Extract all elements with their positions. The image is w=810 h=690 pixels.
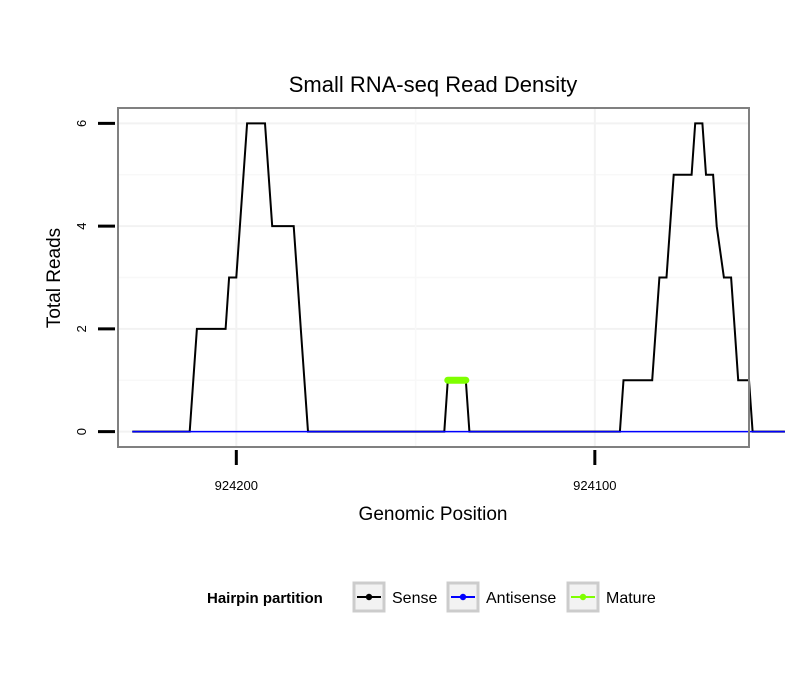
grid <box>118 108 749 447</box>
y-tick-label: 4 <box>74 223 89 230</box>
series-layer <box>132 122 785 433</box>
legend: Hairpin partition Sense Antisense Mature <box>207 581 656 613</box>
y-tick-label: 6 <box>74 120 89 127</box>
legend-key-point <box>365 593 373 601</box>
chart-title: Small RNA-seq Read Density <box>289 72 578 97</box>
legend-title: Hairpin partition <box>207 590 323 607</box>
axes: 0 2 4 6 924200 924100 <box>74 120 617 493</box>
y-tick-label: 2 <box>74 325 89 332</box>
legend-label: Antisense <box>486 590 556 607</box>
legend-entry-sense: Sense <box>352 581 437 613</box>
y-tick-label: 0 <box>74 428 89 435</box>
legend-label: Sense <box>392 590 437 607</box>
legend-entry-mature: Mature <box>566 581 656 613</box>
legend-key-point <box>459 593 467 601</box>
legend-label: Mature <box>606 590 656 607</box>
x-tick-label: 924200 <box>215 478 258 493</box>
x-axis-title: Genomic Position <box>359 504 508 525</box>
x-tick-label: 924100 <box>573 478 616 493</box>
plot-panel-border <box>117 107 750 448</box>
legend-entry-antisense: Antisense <box>446 581 556 613</box>
legend-key-point <box>579 593 587 601</box>
y-axis-title: Total Reads <box>44 228 65 328</box>
